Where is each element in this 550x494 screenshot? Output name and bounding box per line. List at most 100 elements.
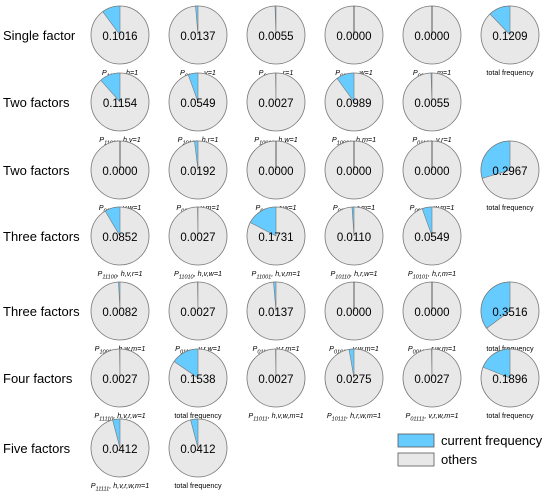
caption-condition: , v,r=1 <box>432 135 452 144</box>
pie: 0.0275 P10111, h,r,w,m=1 <box>324 348 384 423</box>
pie: 0.0027 P11110, h,v,r,w=1 <box>90 348 150 423</box>
pie-value-label: 0.0412 <box>102 444 137 456</box>
pie-value-label: 0.0027 <box>258 374 293 386</box>
pie-value-label: 0.1154 <box>103 98 138 110</box>
pie-caption: total frequency <box>486 203 534 212</box>
caption-prob-symbol: P <box>410 203 415 212</box>
caption-condition: , v=1 <box>200 68 216 77</box>
pie-value-label: 0.0000 <box>336 166 371 178</box>
pie: 0.0137P01000, v=1 <box>168 5 228 80</box>
pie: 0.0000P00111, r,w,m=1 <box>402 281 462 356</box>
caption-prob-symbol: P <box>254 135 259 144</box>
caption-condition: , h,r=1 <box>198 135 219 144</box>
pie-caption: total frequency <box>174 411 222 420</box>
pie: 0.1016P10000, h=1 <box>90 5 150 80</box>
pie-value-label: 0.0000 <box>336 31 371 43</box>
caption-condition: , v,r,w=1 <box>194 344 220 353</box>
pie: 0.0852 P11100, h,v,r=1 <box>90 206 150 281</box>
legend: current frequency others <box>397 433 543 467</box>
caption-prob-symbol: P <box>252 269 257 278</box>
caption-prob-symbol: P <box>408 344 413 353</box>
caption-prob-symbol: P <box>412 135 417 144</box>
pie: 0.1209 total frequency <box>480 5 540 77</box>
pie-value-label: 0.0055 <box>414 98 449 110</box>
caption-subscript: 10111 <box>332 417 346 423</box>
pie-caption: P11010, h,v,w=1 <box>174 269 222 281</box>
caption-condition: , h,v,w=1 <box>194 269 222 278</box>
pie-value-label: 0.0000 <box>336 307 371 319</box>
pie-slice-current <box>190 418 199 449</box>
caption-condition: , v,w,m=1 <box>349 344 379 353</box>
pie-value-label: 0.0549 <box>414 232 449 244</box>
legend-label: others <box>441 452 478 467</box>
pie: 0.0082P10011, h,w,m=1 <box>90 281 150 356</box>
pie: 0.2967 total frequency <box>480 140 540 212</box>
caption-prob-symbol: P <box>91 481 96 490</box>
pie: 0.0000P01011, v,w,m=1 <box>324 281 384 356</box>
pie-value-label: 0.0000 <box>102 166 137 178</box>
caption-prob-symbol: P <box>335 68 340 77</box>
pie: 0.1896 total frequency <box>480 348 540 420</box>
pie-slice-current <box>195 5 199 36</box>
pie-value-label: 0.0852 <box>102 232 137 244</box>
pie-value-label: 0.0412 <box>180 444 215 456</box>
pie-caption: P11011, h,v,w,m=1 <box>248 411 303 423</box>
pie-slice-current <box>274 5 277 36</box>
pie: 0.3516 total frequency <box>480 281 540 353</box>
pie-caption: total frequency <box>486 344 534 353</box>
pie-value-label: 0.1016 <box>102 31 137 43</box>
caption-prob-symbol: P <box>413 68 418 77</box>
pie-value-label: 0.1209 <box>492 31 527 43</box>
caption-condition: , h,v,r=1 <box>117 269 143 278</box>
pie: 0.0412 total frequency <box>168 418 228 490</box>
pie-caption: P11111, h,v,r,w,m=1 <box>91 481 149 493</box>
caption-condition: , h,v,w,m=1 <box>268 411 304 420</box>
caption-condition: , w,m=1 <box>429 203 454 212</box>
pie: 0.0055P01100, v,r=1 <box>402 72 462 147</box>
pie: 0.0000P00101, r,m=1 <box>324 140 384 215</box>
caption-prob-symbol: P <box>180 68 185 77</box>
pie-value-label: 0.2967 <box>492 166 527 178</box>
caption-subscript: 11100 <box>102 275 117 281</box>
pie-slice-current <box>430 72 433 103</box>
pie-slice-current <box>336 72 355 103</box>
pie-caption: P01111, v,r,w,m=1 <box>406 411 459 423</box>
pie-value-label: 0.0027 <box>102 374 137 386</box>
pie: 0.0027P10010, h,w=1 <box>246 72 306 147</box>
caption-prob-symbol: P <box>176 203 181 212</box>
pie-value-label: 0.0137 <box>258 307 293 319</box>
caption-prob-symbol: P <box>253 344 258 353</box>
pie-value-label: 0.0000 <box>414 31 449 43</box>
caption-subscript: 11010 <box>179 275 195 281</box>
caption-subscript: 11011 <box>253 417 267 423</box>
caption-condition: , v,r,w,m=1 <box>424 411 458 420</box>
row-label: Four factors <box>3 371 73 386</box>
pie-slice-current <box>112 418 121 449</box>
caption-subscript: 10110 <box>335 275 351 281</box>
pie-caption: P10111, h,r,w,m=1 <box>327 411 381 423</box>
pie: 0.0412 P11111, h,v,r,w,m=1 <box>90 418 150 493</box>
caption-condition: , h,r,w=1 <box>350 269 377 278</box>
pie-value-label: 0.1731 <box>258 232 293 244</box>
pie-value-label: 0.0989 <box>336 98 371 110</box>
caption-prob-symbol: P <box>174 269 179 278</box>
caption-condition: , w=1 <box>355 68 372 77</box>
pie-caption: P11100, h,v,r=1 <box>98 269 143 281</box>
pie: 0.0000P00001, m=1 <box>402 5 462 80</box>
pie: 0.0137P01101, v,r,m=1 <box>246 281 306 356</box>
pie-slice-current <box>104 206 121 238</box>
caption-condition: , h,w=1 <box>274 135 297 144</box>
pie-value-label: 0.0082 <box>102 307 137 319</box>
row-label: Five factors <box>3 441 71 456</box>
pie-slice-current <box>482 348 511 379</box>
pie-value-label: 0.0137 <box>180 31 215 43</box>
caption-prob-symbol: P <box>333 203 338 212</box>
pie-slice-current <box>194 140 199 171</box>
caption-subscript: 11110 <box>99 417 114 423</box>
pie-value-label: 0.0192 <box>180 166 215 178</box>
caption-condition: , r=1 <box>279 68 294 77</box>
